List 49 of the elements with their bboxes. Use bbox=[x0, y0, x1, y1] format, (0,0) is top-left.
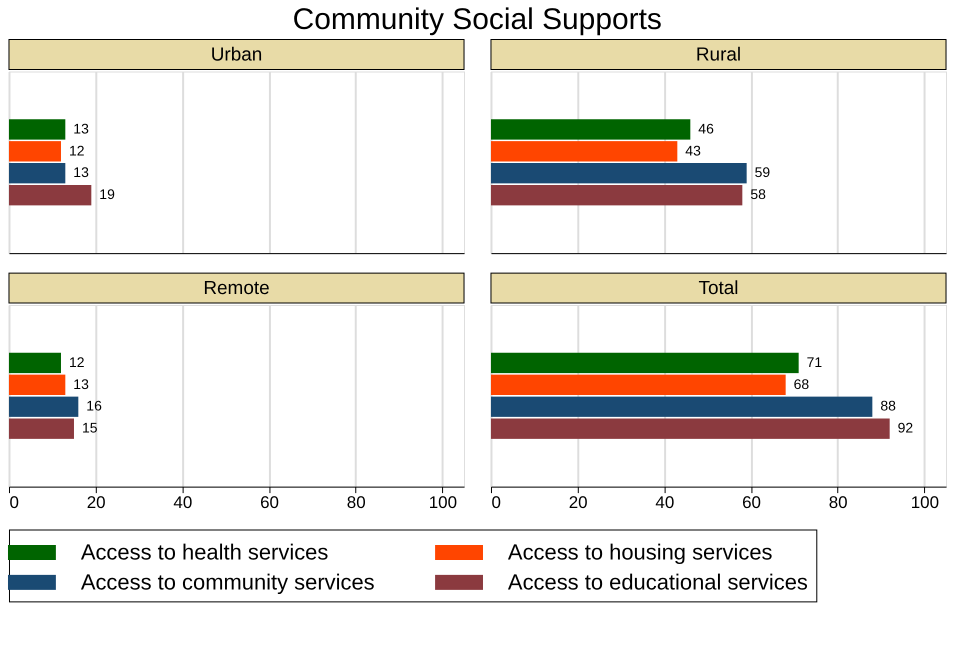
legend-label: Access to community services bbox=[80, 569, 375, 594]
x-tick-label: 60 bbox=[260, 493, 279, 512]
x-tick-label: 100 bbox=[428, 493, 458, 512]
chart-title: Rural bbox=[696, 44, 742, 66]
data-label: 68 bbox=[794, 376, 810, 392]
data-label: 88 bbox=[880, 398, 896, 414]
legend-label: Access to housing services bbox=[508, 539, 773, 564]
x-tick-label: 0 bbox=[9, 493, 19, 512]
data-label: 43 bbox=[685, 142, 702, 158]
bar bbox=[8, 374, 66, 396]
bar bbox=[490, 163, 747, 184]
bar bbox=[490, 418, 890, 439]
chart-title: Urban bbox=[210, 44, 262, 66]
x-tick-label: 20 bbox=[86, 493, 106, 512]
data-label: 46 bbox=[698, 120, 714, 136]
bar bbox=[490, 396, 872, 417]
bar bbox=[8, 418, 74, 439]
chart-title: Remote bbox=[203, 278, 270, 300]
bar bbox=[8, 352, 61, 374]
bar bbox=[490, 119, 690, 140]
bar bbox=[8, 396, 78, 417]
data-label: 58 bbox=[750, 186, 766, 202]
bar bbox=[490, 184, 742, 206]
x-tick-label: 40 bbox=[655, 493, 674, 512]
x-tick-label: 60 bbox=[742, 493, 761, 512]
chart-title: Total bbox=[698, 278, 739, 300]
x-tick-label: 0 bbox=[491, 493, 501, 512]
data-label: 92 bbox=[898, 420, 914, 436]
bar bbox=[490, 352, 799, 374]
legend-label: Access to educational services bbox=[508, 569, 808, 594]
data-label: 19 bbox=[99, 186, 116, 202]
data-label: 59 bbox=[754, 164, 770, 180]
data-label: 71 bbox=[806, 354, 822, 370]
bar bbox=[490, 374, 786, 396]
data-label: 13 bbox=[73, 120, 90, 136]
data-label: 13 bbox=[73, 164, 90, 180]
data-label: 12 bbox=[68, 354, 85, 370]
text: Community Social Supports bbox=[292, 3, 662, 36]
data-label: 13 bbox=[73, 376, 90, 392]
x-tick-label: 20 bbox=[568, 493, 588, 512]
x-tick-label: 80 bbox=[346, 493, 366, 512]
legend-label: Access to health services bbox=[80, 539, 328, 564]
x-tick-label: 40 bbox=[173, 493, 192, 512]
bar bbox=[490, 141, 678, 162]
x-tick-label: 100 bbox=[910, 493, 939, 512]
data-label: 16 bbox=[86, 398, 102, 414]
data-label: 15 bbox=[82, 420, 98, 436]
data-label: 12 bbox=[68, 142, 85, 158]
x-tick-label: 80 bbox=[828, 493, 848, 512]
